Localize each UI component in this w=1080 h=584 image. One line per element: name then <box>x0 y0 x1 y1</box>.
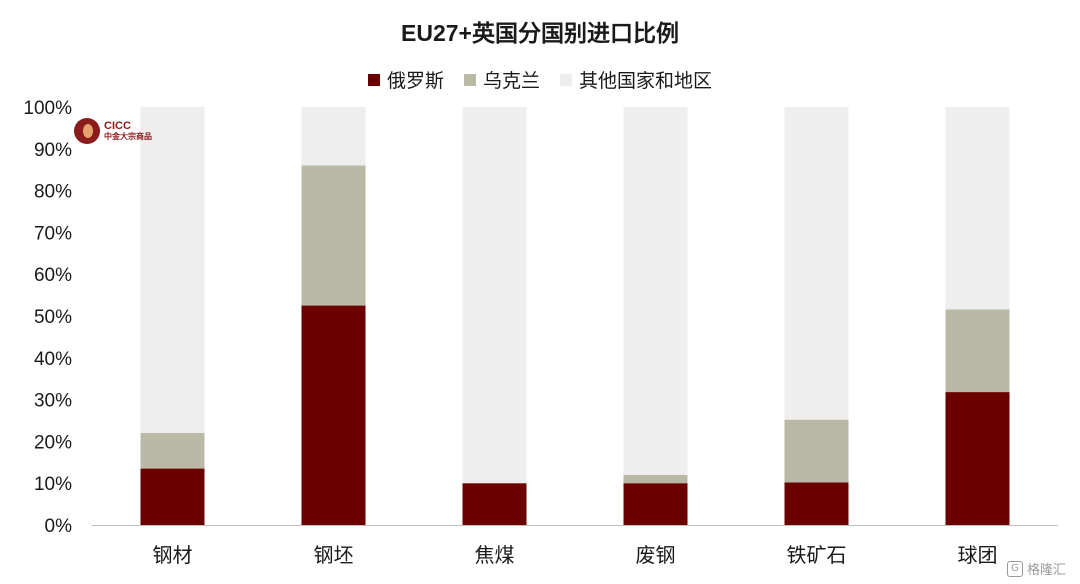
bar-segment-other <box>945 107 1010 310</box>
watermark-text: 格隆汇 <box>1026 563 1066 578</box>
y-tick-label: 60% <box>34 265 72 286</box>
y-tick-label: 40% <box>34 349 72 370</box>
x-tick-label: 铁矿石 <box>787 543 847 567</box>
x-tick-label: 废钢 <box>636 543 676 567</box>
bar-segment-russia <box>945 392 1010 525</box>
y-tick-label: 30% <box>34 391 72 412</box>
bar-segment-ukraine <box>140 433 205 469</box>
bar-segment-russia <box>784 482 849 525</box>
legend: 俄罗斯 乌克兰 其他国家和地区 <box>0 66 1080 93</box>
y-tick-label: 0% <box>45 516 73 537</box>
cicc-logo-icon <box>74 118 100 144</box>
legend-swatch-other <box>560 73 572 86</box>
bar-segment-russia <box>140 468 205 525</box>
cicc-logo-cn: 中金大宗商品 <box>104 131 152 141</box>
bar-segment-other <box>140 107 205 434</box>
x-tick-label: 焦煤 <box>475 543 515 567</box>
legend-swatch-russia <box>367 73 380 86</box>
chart-title: EU27+英国分国别进口比例 <box>401 20 679 46</box>
legend-label-russia: 俄罗斯 <box>386 71 444 92</box>
cicc-logo: CICC 中金大宗商品 <box>74 118 152 144</box>
watermark-icon: G <box>1006 560 1023 577</box>
bar-segment-other <box>623 107 688 475</box>
bar-segment-russia <box>623 483 688 525</box>
bar-segment-other <box>784 107 849 420</box>
bar-segment-ukraine <box>784 419 849 483</box>
legend-item-other: 其他国家和地区 <box>560 66 712 93</box>
bar-segment-ukraine <box>623 474 688 484</box>
legend-swatch-ukraine <box>463 73 476 86</box>
legend-label-ukraine: 乌克兰 <box>482 71 540 92</box>
y-tick-label: 10% <box>34 474 72 495</box>
bar-segment-other <box>301 107 366 166</box>
x-tick-label: 钢坯 <box>314 543 354 567</box>
bar-segment-russia <box>462 483 527 525</box>
bar-segment-russia <box>301 305 366 525</box>
bar-segment-ukraine <box>945 309 1010 393</box>
y-tick-label: 90% <box>34 140 72 161</box>
legend-item-ukraine: 乌克兰 <box>463 66 540 93</box>
y-tick-label: 100% <box>23 98 72 119</box>
cicc-logo-text: CICC 中金大宗商品 <box>104 120 152 141</box>
y-tick-label: 50% <box>34 307 72 328</box>
x-tick-label: 钢材 <box>153 543 193 567</box>
y-axis: 0% 10% 20% 30% 40% 50% 60% 70% 80% 90% 100% <box>23 98 72 537</box>
watermark: G 格隆汇 <box>1006 559 1066 578</box>
bar-segment-other <box>462 107 527 484</box>
x-tick-label: 球团 <box>958 543 998 567</box>
legend-label-other: 其他国家和地区 <box>579 71 713 92</box>
bar-segment-ukraine <box>301 165 366 306</box>
y-tick-label: 70% <box>34 223 72 244</box>
legend-item-russia: 俄罗斯 <box>367 66 444 93</box>
y-tick-label: 80% <box>34 182 72 203</box>
bars-group <box>140 107 1010 525</box>
cicc-logo-en: CICC <box>104 120 131 133</box>
x-axis: 钢材 钢坯 焦煤 废钢 铁矿石 球团 <box>92 525 1058 567</box>
y-tick-label: 20% <box>34 432 72 453</box>
